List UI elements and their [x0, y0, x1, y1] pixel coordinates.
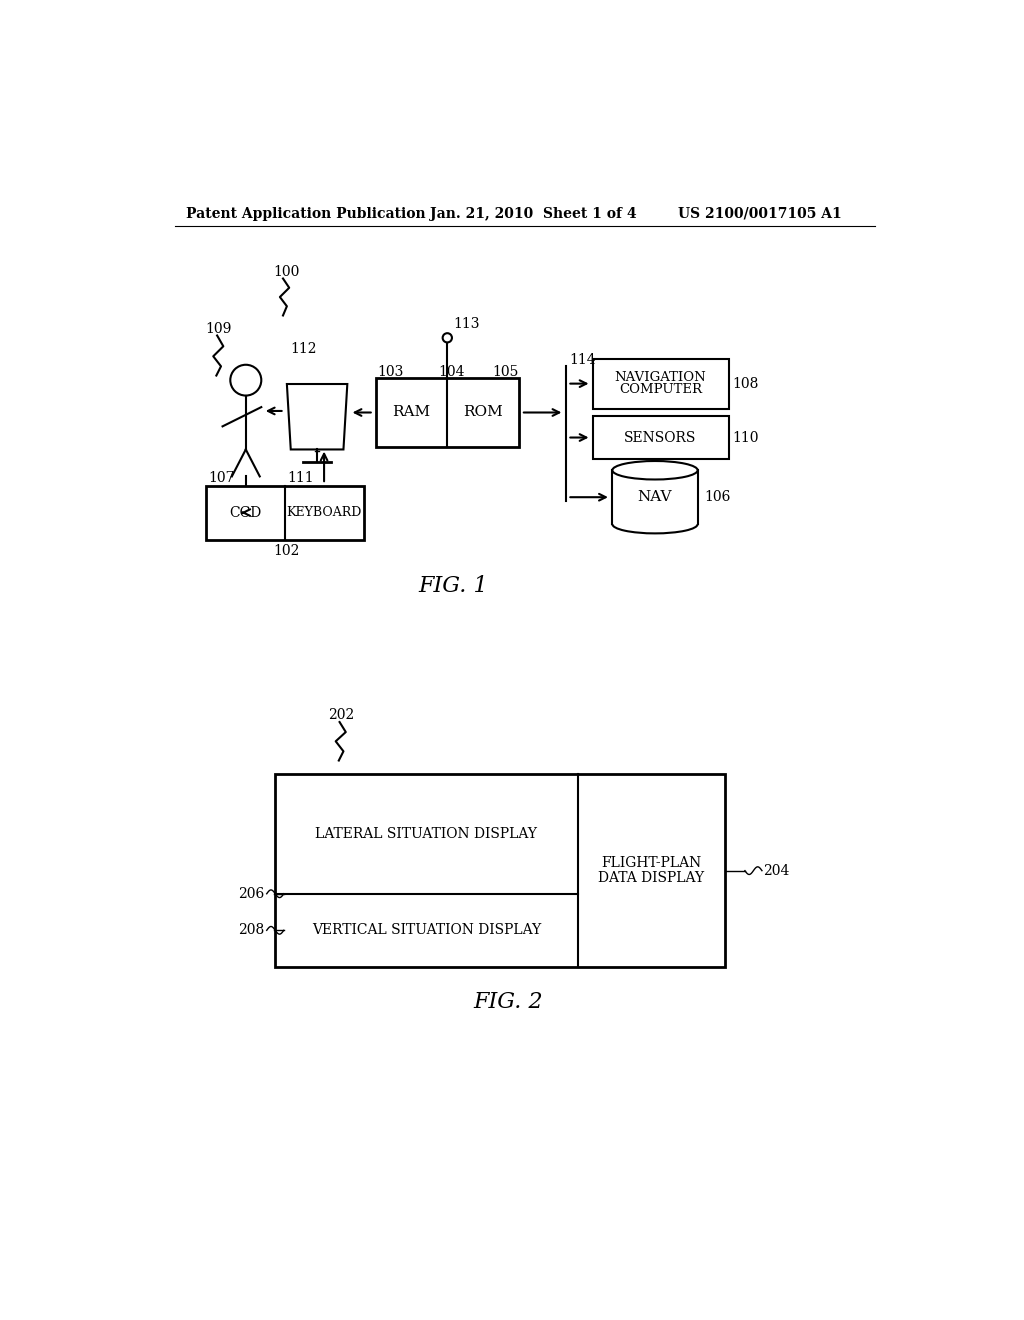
Text: 102: 102: [273, 544, 299, 558]
Text: 112: 112: [291, 342, 317, 356]
Bar: [593, 416, 729, 459]
Text: DATA DISPLAY: DATA DISPLAY: [598, 871, 705, 886]
Bar: [206, 486, 365, 540]
Text: CCD: CCD: [229, 506, 261, 520]
Text: Patent Application Publication: Patent Application Publication: [186, 207, 426, 220]
Text: 105: 105: [493, 366, 518, 379]
Text: US 2100/0017105 A1: US 2100/0017105 A1: [678, 207, 842, 220]
Text: 208: 208: [239, 923, 264, 937]
Text: 103: 103: [378, 366, 403, 379]
Text: SENSORS: SENSORS: [625, 430, 696, 445]
Text: COMPUTER: COMPUTER: [618, 383, 701, 396]
Text: NAVIGATION: NAVIGATION: [614, 371, 707, 384]
Bar: [593, 359, 729, 409]
Text: 109: 109: [206, 322, 231, 337]
Text: 114: 114: [569, 354, 596, 367]
Text: FIG. 2: FIG. 2: [473, 990, 543, 1012]
Text: 100: 100: [273, 265, 299, 280]
Text: 106: 106: [703, 490, 730, 504]
Text: NAV: NAV: [638, 490, 672, 504]
Text: VERTICAL SITUATION DISPLAY: VERTICAL SITUATION DISPLAY: [311, 923, 541, 937]
Text: 111: 111: [287, 471, 313, 484]
Text: LATERAL SITUATION DISPLAY: LATERAL SITUATION DISPLAY: [315, 828, 538, 841]
Text: 107: 107: [208, 471, 234, 484]
Text: Jan. 21, 2010  Sheet 1 of 4: Jan. 21, 2010 Sheet 1 of 4: [430, 207, 637, 220]
Text: 202: 202: [328, 708, 354, 722]
Text: FLIGHT-PLAN: FLIGHT-PLAN: [601, 855, 701, 870]
Text: KEYBOARD: KEYBOARD: [287, 506, 361, 519]
Text: 113: 113: [454, 317, 480, 331]
Text: FIG. 1: FIG. 1: [419, 574, 488, 597]
Text: 104: 104: [438, 366, 465, 379]
Text: 108: 108: [732, 376, 759, 391]
Bar: [275, 775, 725, 966]
Text: 110: 110: [732, 430, 759, 445]
Text: 204: 204: [764, 863, 790, 878]
Text: 206: 206: [239, 887, 264, 900]
Text: ROM: ROM: [463, 405, 503, 420]
Bar: [376, 378, 519, 447]
Text: RAM: RAM: [392, 405, 431, 420]
